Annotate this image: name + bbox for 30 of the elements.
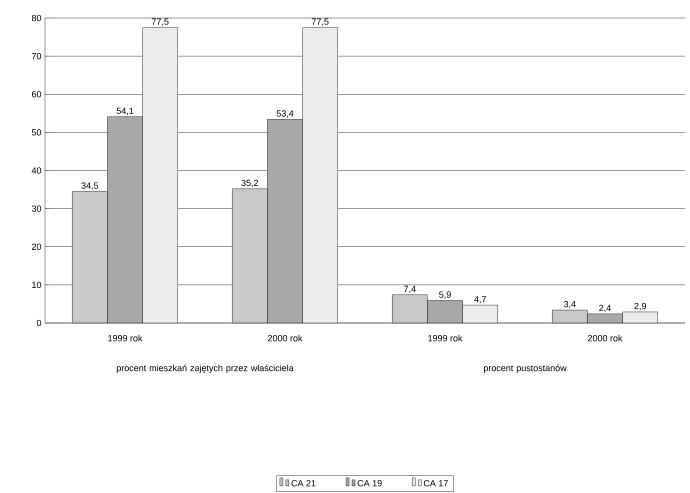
legend-label: CA 21 (292, 480, 316, 486)
x-tick-label: 2000 rok (268, 334, 302, 342)
x-tick-label: 2000 rok (588, 334, 622, 342)
y-tick-label: 0 (36, 320, 42, 326)
y-tick-label: 10 (32, 282, 42, 288)
data-label: 3,4 (564, 300, 576, 308)
y-tick-label: 20 (32, 244, 42, 250)
data-label: 77,5 (312, 18, 329, 26)
text: procent pustostanów (484, 364, 567, 373)
y-tick-label: 60 (32, 91, 42, 98)
data-label: 4,7 (474, 296, 486, 304)
text: procent mieszkań zajętych przez właściciela (116, 364, 294, 373)
data-label: 2,9 (634, 302, 646, 310)
legend-label: CA 17 (424, 480, 448, 486)
y-tick-label: 50 (32, 129, 42, 136)
x-tick-label: 1999 rok (108, 334, 142, 342)
data-label: 34,5 (81, 182, 98, 190)
y-tick-label: 30 (32, 205, 42, 212)
legend-label: CA 19 (358, 480, 382, 486)
data-label: 35,2 (241, 180, 258, 188)
y-tick-label: 70 (32, 52, 42, 60)
data-label: 53,4 (276, 110, 294, 118)
data-label: 7,4 (404, 286, 416, 294)
data-label: 2,4 (599, 304, 611, 312)
y-tick-label: 40 (32, 167, 42, 174)
data-label: 54,1 (116, 108, 134, 116)
data-label: 77,5 (152, 18, 169, 26)
data-label: 5,9 (439, 291, 451, 299)
y-tick-label: 80 (32, 14, 42, 22)
x-tick-label: 1999 rok (428, 334, 462, 342)
